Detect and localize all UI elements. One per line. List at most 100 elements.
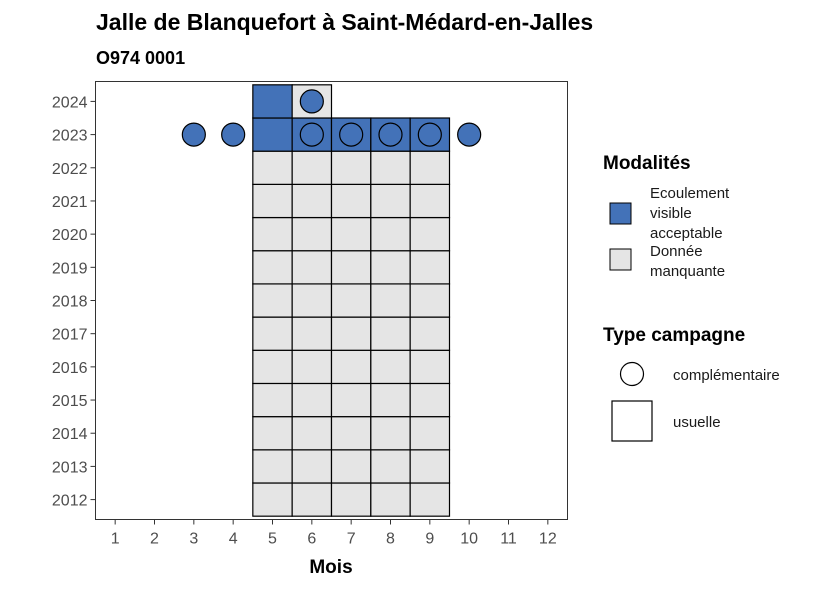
y-tick-label: 2023 <box>52 128 88 145</box>
chart-title: Jalle de Blanquefort à Saint-Médard-en-J… <box>96 9 593 35</box>
y-tick-label: 2019 <box>52 260 88 277</box>
y-tick-label: 2024 <box>52 94 88 111</box>
cell-2018-9 <box>409 283 451 318</box>
cell-2015-7 <box>330 382 372 418</box>
legend-title-modalites: Modalités <box>603 153 691 174</box>
point-2023-8 <box>378 122 403 147</box>
y-tick-label: 2015 <box>52 393 88 410</box>
cell-2020-6 <box>291 216 333 252</box>
y-tick-label: 2017 <box>52 327 88 344</box>
point-2023-3 <box>181 122 206 147</box>
cell-2014-6 <box>291 416 333 451</box>
y-axis: 2012 2013 2014 2015 2016 2017 2018 2019 2020 2021… <box>52 94 96 510</box>
cell-2020-9 <box>409 216 451 252</box>
y-tick-label: 2018 <box>52 294 88 311</box>
cell-2017-7 <box>330 316 372 351</box>
cell-2019-6 <box>291 250 333 285</box>
legend-label-manquante: Donnée manquante <box>650 243 725 280</box>
x-axis: 1 2 3 4 5 6 7 8 9 10 11 12 <box>111 519 557 548</box>
circle-icon <box>619 361 645 387</box>
point-2023-4 <box>221 122 246 147</box>
x-tick-label: 8 <box>386 531 395 548</box>
cell-2019-5 <box>252 250 293 285</box>
legend-swatch-ecoulement <box>609 202 632 225</box>
point-2023-6 <box>299 122 324 147</box>
cell-2015-5 <box>252 382 293 418</box>
cell-2019-7 <box>330 250 372 285</box>
legend: Modalités Ecoulement visible acceptable … <box>603 153 780 442</box>
cell-2018-5 <box>252 283 293 318</box>
cell-2015-6 <box>291 382 333 418</box>
x-tick-label: 9 <box>425 531 434 548</box>
y-tick-label: 2016 <box>52 360 88 377</box>
legend-label-usuelle: usuelle <box>673 414 721 431</box>
cell-2015-8 <box>370 382 411 418</box>
cell-2016-5 <box>252 349 293 385</box>
cell-2016-9 <box>409 349 451 385</box>
cell-2022-7 <box>330 150 372 185</box>
x-tick-label: 10 <box>460 531 478 548</box>
cell-2018-7 <box>330 283 372 318</box>
cell-2020-7 <box>330 216 372 252</box>
x-tick-label: 6 <box>307 531 316 548</box>
cell-2013-6 <box>291 449 333 484</box>
x-tick-label: 2 <box>150 531 159 548</box>
cell-2013-8 <box>370 449 411 484</box>
cell-2017-9 <box>409 316 451 351</box>
legend-label-ecoulement-line1: Ecoulement <box>650 185 730 202</box>
y-tick-label: 2014 <box>52 426 88 443</box>
cell-2024-5 <box>252 84 293 119</box>
cell-2012-9 <box>409 482 451 517</box>
cell-2015-9 <box>409 382 451 418</box>
cell-2014-5 <box>252 416 293 451</box>
cell-2012-6 <box>291 482 333 517</box>
cell-2019-9 <box>409 250 451 285</box>
cell-2020-8 <box>370 216 411 252</box>
cell-2022-5 <box>252 150 293 185</box>
cell-2014-7 <box>330 416 372 451</box>
cell-2017-8 <box>370 316 411 351</box>
cell-2021-5 <box>252 183 293 219</box>
cell-2021-6 <box>291 183 333 219</box>
cell-2020-5 <box>252 216 293 252</box>
cell-2022-6 <box>291 150 333 185</box>
cell-2012-7 <box>330 482 372 517</box>
legend-label-manquante-line1: Donnée <box>650 243 703 260</box>
chart-subtitle: O974 0001 <box>96 48 185 68</box>
cell-2019-8 <box>370 250 411 285</box>
cell-2012-8 <box>370 482 411 517</box>
point-2023-9 <box>417 122 442 147</box>
points-layer <box>181 89 482 147</box>
cell-2021-7 <box>330 183 372 219</box>
y-tick-label: 2022 <box>52 161 88 178</box>
cell-2018-6 <box>291 283 333 318</box>
cell-2016-6 <box>291 349 333 385</box>
x-tick-label: 4 <box>229 531 238 548</box>
cell-2018-8 <box>370 283 411 318</box>
cell-2014-9 <box>409 416 451 451</box>
legend-swatch-manquante <box>609 248 632 271</box>
y-tick-label: 2013 <box>52 459 88 476</box>
x-tick-label: 11 <box>500 531 517 548</box>
cell-2022-8 <box>370 150 411 185</box>
legend-label-manquante-line2: manquante <box>650 263 725 280</box>
x-tick-label: 5 <box>268 531 277 548</box>
cell-2023-5 <box>252 117 293 152</box>
x-tick-label: 1 <box>111 531 120 548</box>
cell-2013-7 <box>330 449 372 484</box>
square-icon <box>611 400 653 442</box>
legend-label-ecoulement-line2: visible <box>650 205 692 222</box>
y-tick-label: 2020 <box>52 227 88 244</box>
cell-2016-8 <box>370 349 411 385</box>
cell-2021-8 <box>370 183 411 219</box>
point-2024-6 <box>299 89 324 114</box>
cell-2017-5 <box>252 316 293 351</box>
legend-title-type: Type campagne <box>603 325 745 346</box>
x-tick-label: 12 <box>539 531 557 548</box>
cell-2014-8 <box>370 416 411 451</box>
x-tick-label: 7 <box>347 531 356 548</box>
cell-2017-6 <box>291 316 333 351</box>
y-tick-label: 2021 <box>52 194 88 211</box>
cells-layer <box>252 84 451 517</box>
